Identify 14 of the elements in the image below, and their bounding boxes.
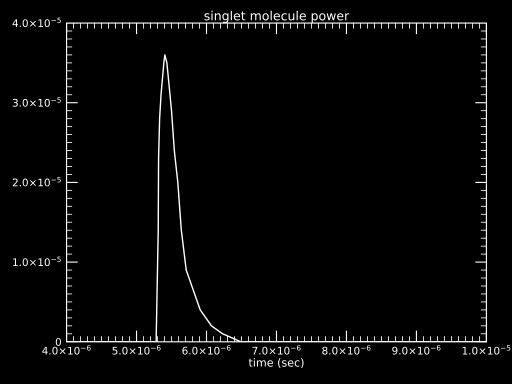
y-tick-label: 4.0×10$^{−5}$	[12, 18, 61, 28]
x-tick-label: 6.0×10$^{−6}$	[182, 345, 231, 355]
y-tick-label: 3.0×10$^{−5}$	[12, 97, 61, 107]
x-tick-label: 8.0×10$^{−6}$	[322, 345, 371, 355]
chart-title: singlet molecule power	[204, 10, 350, 23]
x-axis-title: time (sec)	[248, 358, 304, 368]
x-tick-label: 5.0×10$^{−6}$	[112, 345, 161, 355]
x-tick-label: 4.0×10$^{−6}$	[42, 345, 91, 355]
y-tick-label: 1.0×10$^{−5}$	[13, 256, 61, 266]
y-tick-label: 0	[56, 338, 62, 346]
y-tick-label: 2.0×10$^{−5}$	[12, 176, 61, 186]
x-tick-label: 9.0×10$^{−6}$	[392, 345, 441, 355]
x-tick-label: 1.0×10$^{−5}$	[462, 345, 510, 355]
x-tick-label: 7.0×10$^{−6}$	[252, 345, 301, 355]
